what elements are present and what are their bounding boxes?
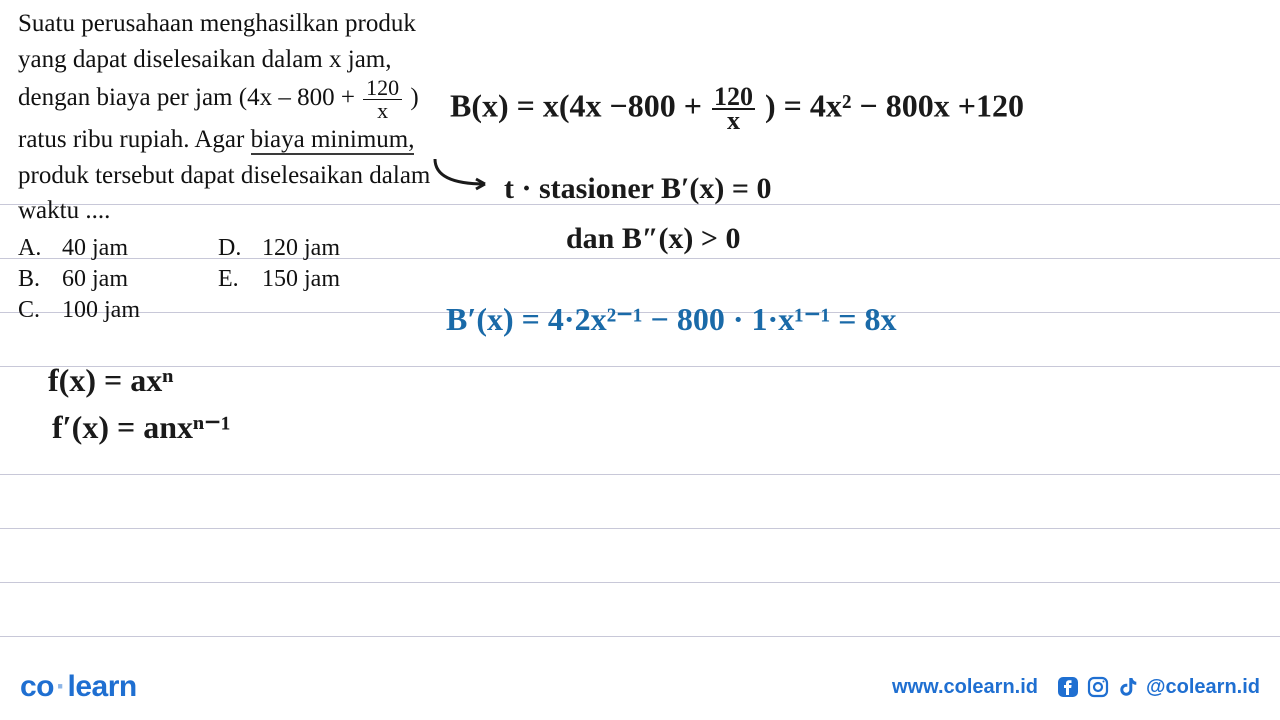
option-b: B.60 jam: [18, 266, 218, 293]
problem-line: waktu ....: [18, 193, 448, 229]
handwriting-bprime: B′(x) = 4·2x²⁻¹ − 800 · 1·x¹⁻¹ = 8x: [446, 300, 897, 338]
handwriting-fx-rule: f(x) = axⁿ: [48, 362, 173, 399]
footer-handle: @colearn.id: [1146, 676, 1260, 699]
problem-line: yang dapat diselesaikan dalam x jam,: [18, 42, 448, 78]
problem-statement: Suatu perusahaan menghasilkan produk yan…: [18, 6, 448, 229]
footer-url: www.colearn.id: [892, 676, 1038, 699]
colearn-logo: co·learn: [20, 670, 137, 704]
option-e: E.150 jam: [218, 266, 418, 293]
handwriting-stasioner: t · stasioner B′(x) = 0: [504, 172, 771, 206]
handwriting-fprime-rule: f′(x) = anxⁿ⁻¹: [52, 408, 231, 446]
option-c: C.100 jam: [18, 297, 218, 324]
footer-right: www.colearn.id @colearn.id: [892, 675, 1260, 699]
problem-line: Suatu perusahaan menghasilkan produk: [18, 6, 448, 42]
problem-line: produk tersebut dapat diselesaikan dalam: [18, 158, 448, 194]
handwriting-bx-equation: B(x) = x(4x −800 + 120x ) = 4x² − 800x +…: [450, 86, 1024, 132]
tiktok-icon: [1116, 675, 1140, 699]
arrow-annotation: [430, 154, 500, 194]
problem-line: dengan biaya per jam (4x – 800 + 120x ): [18, 77, 448, 122]
instagram-icon: [1086, 675, 1110, 699]
problem-line: ratus ribu rupiah. Agar biaya minimum,: [18, 122, 448, 158]
content-area: Suatu perusahaan menghasilkan produk yan…: [18, 6, 1262, 324]
footer: co·learn www.colearn.id @colearn.id: [20, 670, 1260, 704]
social-icons: @colearn.id: [1056, 675, 1260, 699]
fraction-120-x: 120x: [363, 77, 402, 122]
handwriting-second-derivative: dan B″(x) > 0: [566, 222, 741, 256]
option-a: A.40 jam: [18, 235, 218, 262]
facebook-icon: [1056, 675, 1080, 699]
option-d: D.120 jam: [218, 235, 418, 262]
